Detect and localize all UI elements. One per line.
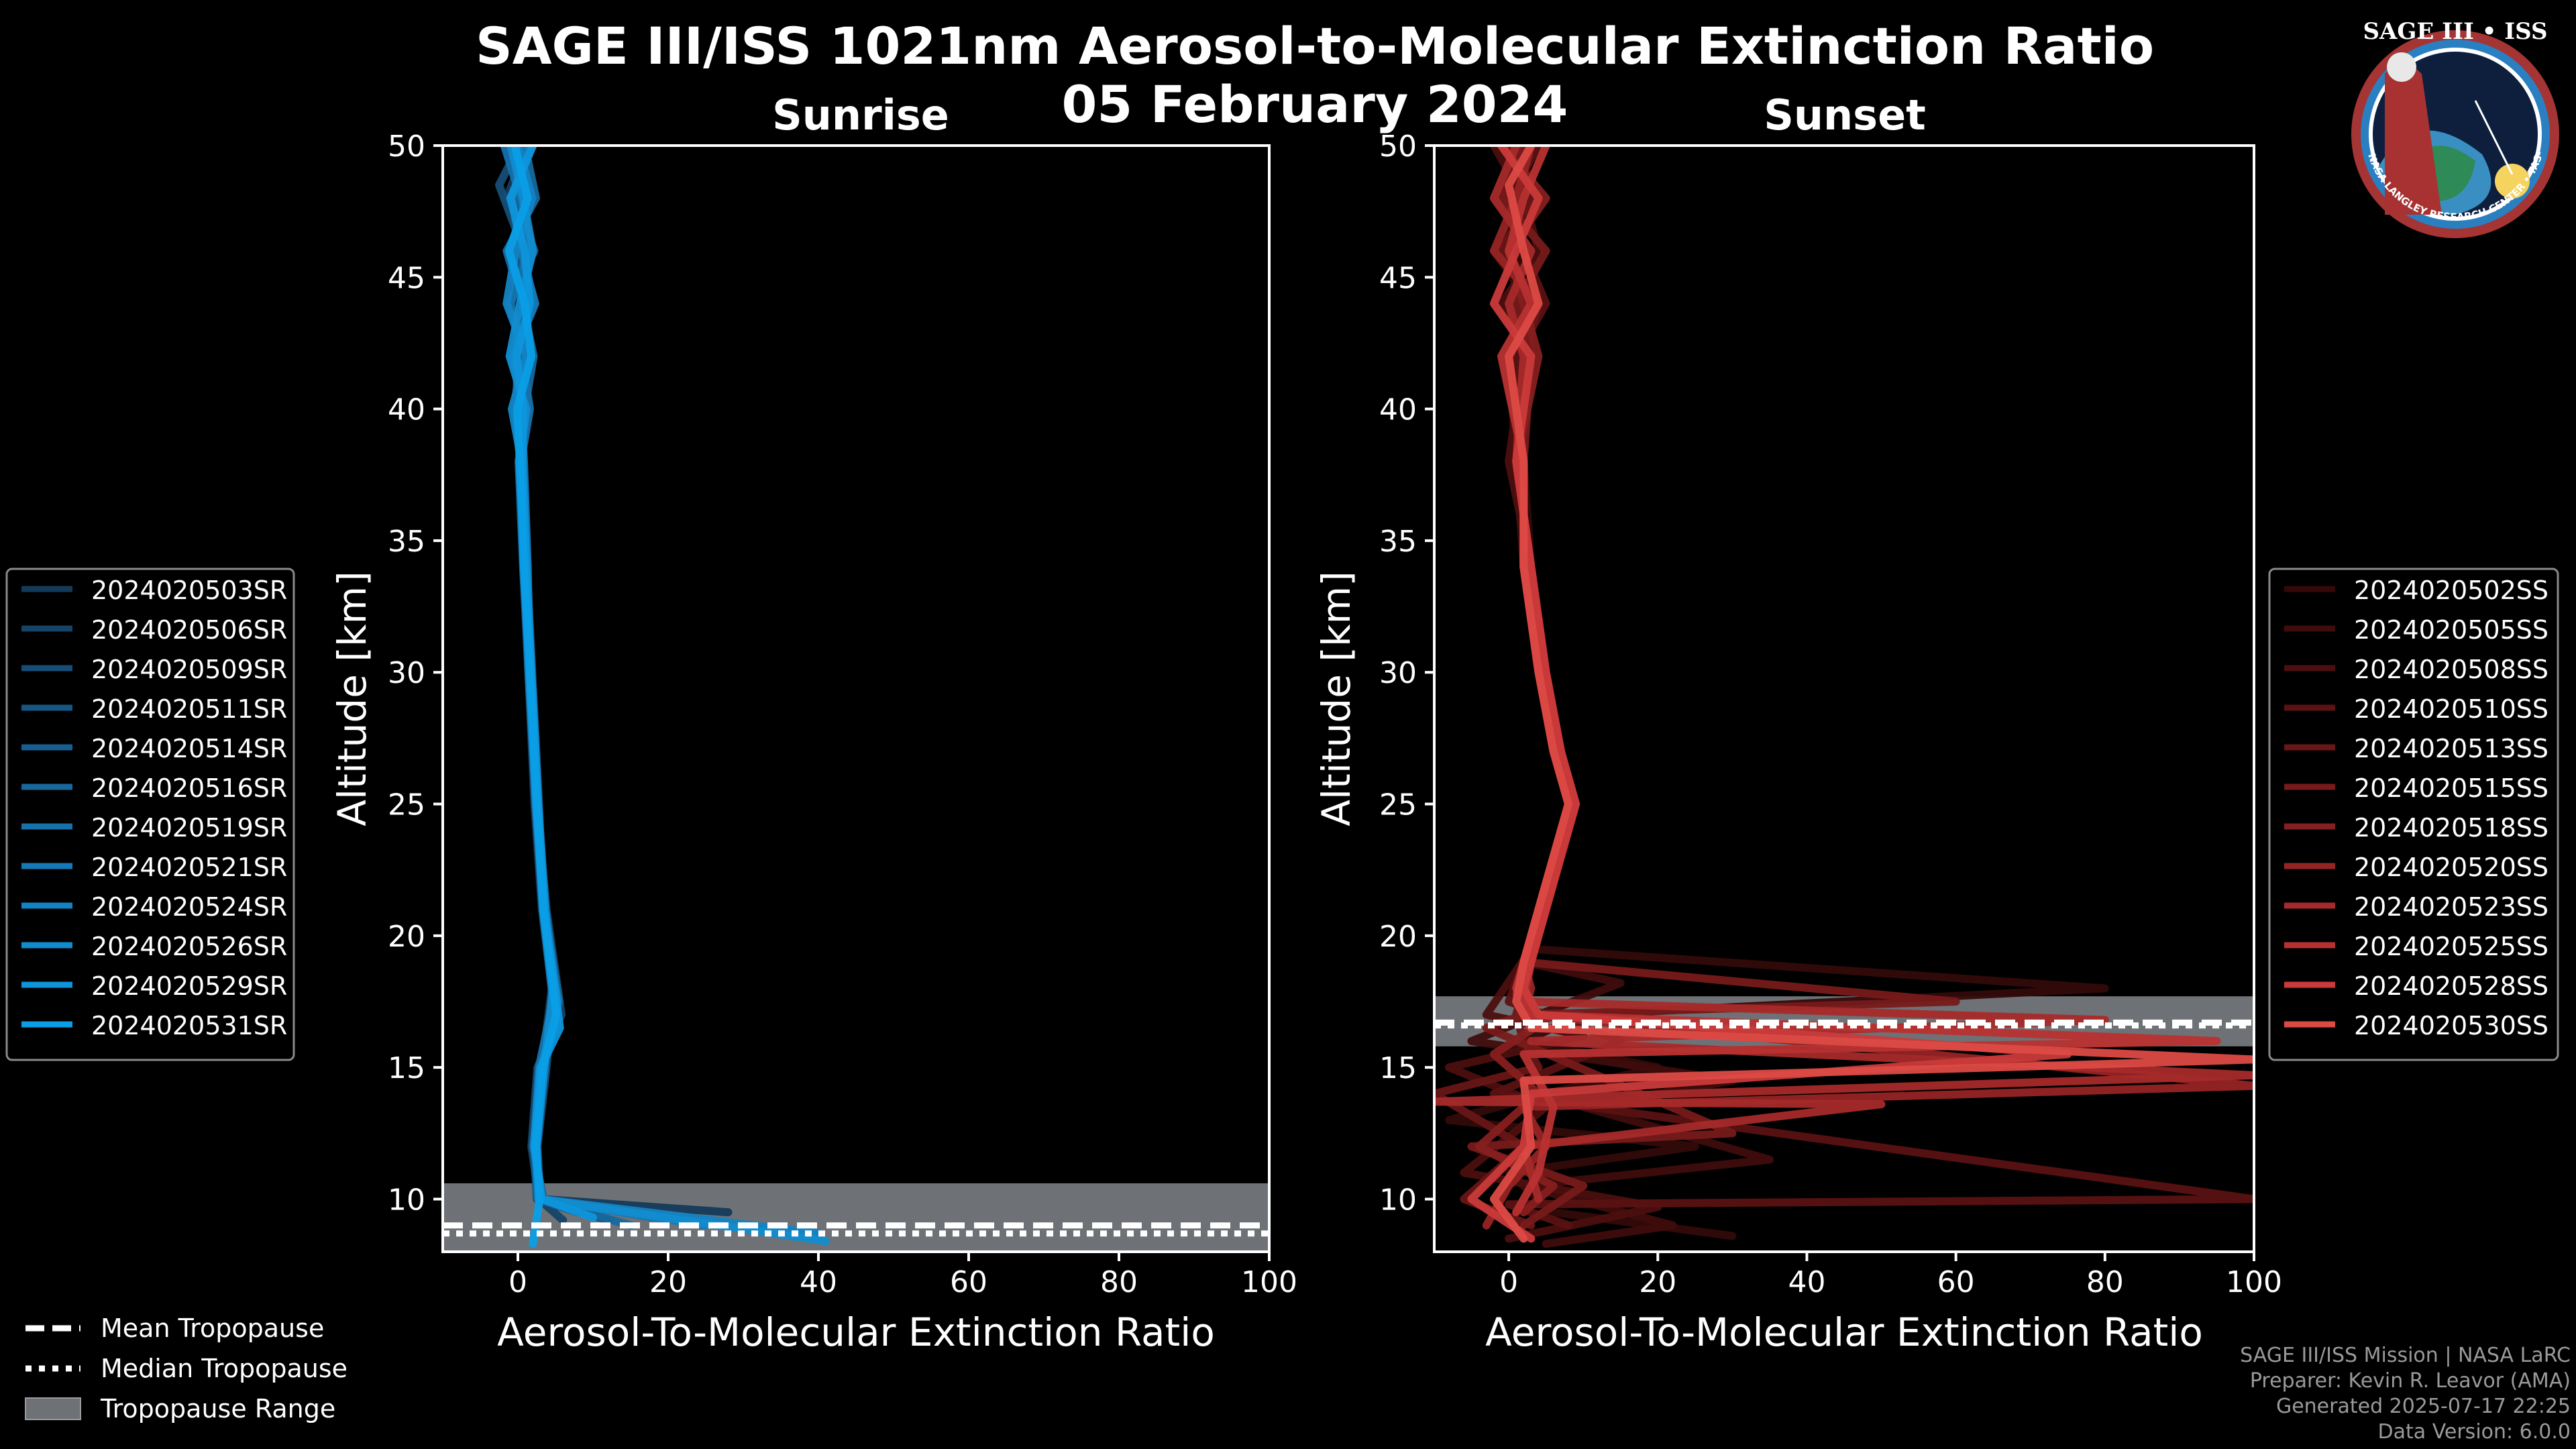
legend-label: 2024020505SS	[2354, 615, 2548, 645]
x-tick-label: 0	[508, 1265, 527, 1299]
x-tick-label: 20	[649, 1265, 687, 1299]
y-axis-label: Altitude [km]	[1313, 571, 1359, 826]
x-axis-label: Aerosol-To-Molecular Extinction Ratio	[497, 1309, 1215, 1355]
x-axis-label: Aerosol-To-Molecular Extinction Ratio	[1485, 1309, 2203, 1355]
tropopause-range-band	[443, 1183, 1269, 1252]
legend-box	[2268, 568, 2559, 1061]
legend-label: 2024020502SS	[2354, 576, 2548, 605]
legend-label: 2024020531SR	[91, 1011, 287, 1040]
y-tick-label: 50	[388, 129, 425, 164]
x-tick-label: 60	[1937, 1265, 1975, 1299]
x-tick-label: 40	[800, 1265, 837, 1299]
x-tick-label: 100	[2226, 1265, 2282, 1299]
legend-label: 2024020530SS	[2354, 1011, 2548, 1040]
legend-label: 2024020521SR	[91, 853, 287, 882]
x-tick-label: 60	[950, 1265, 987, 1299]
y-tick-label: 40	[1379, 393, 1417, 427]
legend-label: 2024020513SS	[2354, 734, 2548, 763]
credit-preparer: Preparer: Kevin R. Leavor (AMA)	[2249, 1369, 2571, 1393]
figure-date: 05 February 2024	[1062, 74, 1568, 134]
legend-label: 2024020508SS	[2354, 655, 2548, 684]
credit-generated: Generated 2025-07-17 22:25	[2275, 1395, 2571, 1418]
y-tick-label: 25	[1379, 788, 1417, 822]
series-line-2024020531SR	[504, 146, 561, 1248]
y-tick-label: 15	[388, 1051, 425, 1085]
x-tick-label: 80	[2086, 1265, 2124, 1299]
tropopause-legend-label: Tropopause Range	[100, 1394, 335, 1424]
axes-frame	[441, 144, 1271, 1253]
legend-label: 2024020524SR	[91, 892, 287, 922]
x-tick-label: 0	[1499, 1265, 1518, 1299]
y-tick-label: 45	[388, 261, 425, 295]
legend-box	[5, 568, 295, 1061]
subplot-title: Sunrise	[772, 91, 949, 140]
credit-data-version: Data Version: 6.0.0	[2377, 1420, 2571, 1444]
y-tick-label: 30	[388, 656, 425, 690]
axes-frame	[1433, 144, 2255, 1253]
sunrise-panel: 0 20 40 60 80 100 10 15 20 25 30 35 40 45 50 Sunrise Aer…	[329, 91, 1297, 1355]
legend-label: 2024020514SR	[91, 734, 287, 763]
figure-title: SAGE III/ISS 1021nm Aerosol-to-Molecular…	[476, 16, 2154, 76]
sunset-panel: 0 20 40 60 80 100 10 15 20 25 30 35 40 45 50 Sunset Aero…	[1313, 91, 2282, 1355]
y-tick-label: 35	[388, 525, 425, 559]
x-tick-label: 100	[1241, 1265, 1297, 1299]
y-tick-label: 40	[388, 393, 425, 427]
y-axis-label: Altitude [km]	[329, 571, 375, 826]
legend-label: 2024020525SS	[2354, 932, 2548, 961]
tropopause-range-swatch	[25, 1397, 81, 1420]
y-tick-label: 15	[1379, 1051, 1417, 1085]
credit-mission: SAGE III/ISS Mission | NASA LaRC	[2240, 1344, 2571, 1367]
y-tick-label: 10	[388, 1183, 425, 1217]
plot-area	[443, 146, 1269, 1252]
y-tick-label: 35	[1379, 525, 1417, 559]
y-tick-label: 45	[1379, 261, 1417, 295]
legend-label: 2024020518SS	[2354, 813, 2548, 843]
y-tick-label: 25	[388, 788, 425, 822]
y-tick-label: 20	[388, 920, 425, 954]
sunrise-legend: 2024020503SR 2024020506SR 2024020509SR 2024…	[5, 568, 295, 1061]
credits-footer: SAGE III/ISS Mission | NASA LaRC Prepare…	[2240, 1343, 2571, 1445]
x-tick-label: 20	[1639, 1265, 1676, 1299]
legend-label: 2024020509SR	[91, 655, 287, 684]
legend-label: 2024020506SR	[91, 615, 287, 645]
legend-label: 2024020516SR	[91, 773, 287, 803]
badge-title: SAGE III • ISS	[2363, 18, 2547, 45]
y-tick-label: 10	[1379, 1183, 1417, 1217]
legend-label: 2024020503SR	[91, 576, 287, 605]
x-tick-label: 40	[1788, 1265, 1825, 1299]
legend-label: 2024020515SS	[2354, 773, 2548, 803]
legend-label: 2024020523SS	[2354, 892, 2548, 922]
legend-label: 2024020528SS	[2354, 971, 2548, 1001]
subplot-title: Sunset	[1764, 91, 1926, 140]
y-tick-label: 30	[1379, 656, 1417, 690]
tropopause-legend: Mean Tropopause Median Tropopause Tropopau…	[25, 1313, 347, 1424]
legend-label: 2024020510SS	[2354, 694, 2548, 724]
series-line-2024020528SS	[1467, 146, 2072, 1243]
y-tick-label: 20	[1379, 920, 1417, 954]
legend-label: 2024020511SR	[91, 694, 287, 724]
series-line-2024020530SS	[1489, 146, 2254, 1243]
y-tick-label: 50	[1379, 129, 1417, 164]
legend-label: 2024020529SR	[91, 971, 287, 1001]
legend-label: 2024020519SR	[91, 813, 287, 843]
x-tick-label: 80	[1100, 1265, 1138, 1299]
tropopause-legend-label: Mean Tropopause	[101, 1313, 324, 1343]
tropopause-legend-label: Median Tropopause	[101, 1354, 347, 1383]
legend-label: 2024020526SR	[91, 932, 287, 961]
sunset-legend: 2024020502SS 2024020505SS 2024020508SS 2024…	[2268, 568, 2559, 1061]
legend-label: 2024020520SS	[2354, 853, 2548, 882]
